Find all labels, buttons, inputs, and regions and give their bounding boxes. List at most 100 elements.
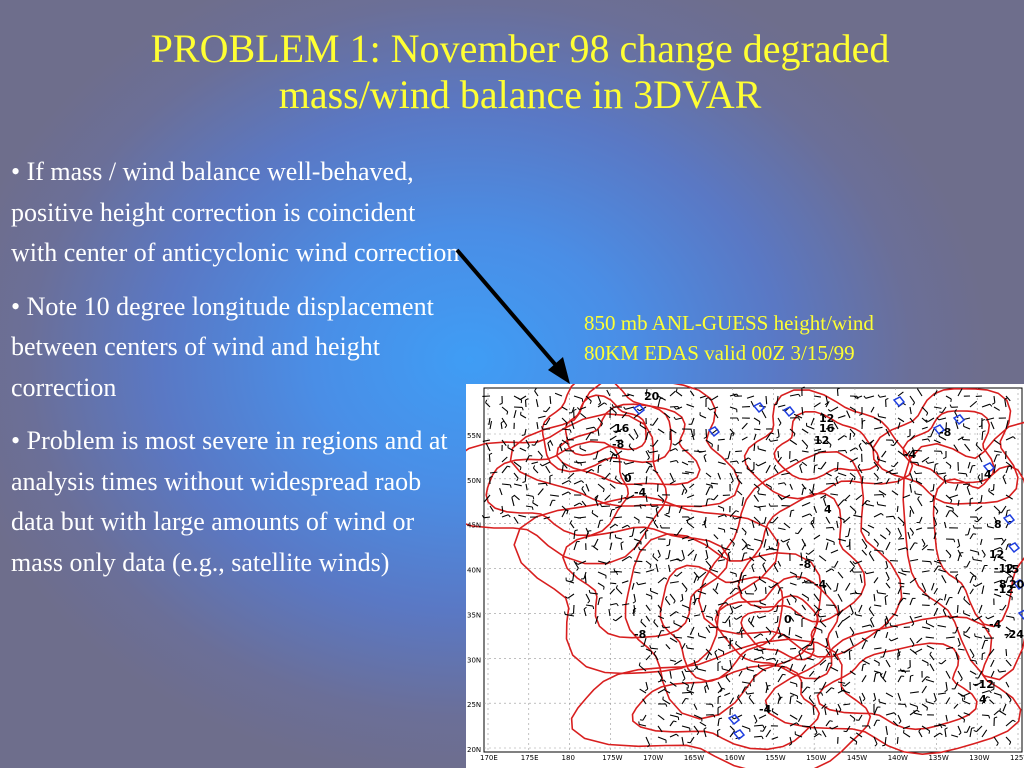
wind-barb bbox=[753, 633, 761, 639]
wind-barb-flag bbox=[933, 524, 937, 527]
wind-barb-flag bbox=[841, 684, 846, 687]
wind-barb-flag bbox=[703, 436, 707, 439]
wind-barb bbox=[801, 604, 807, 611]
wind-barb bbox=[873, 472, 879, 479]
wind-barb-flag bbox=[711, 704, 714, 708]
wind-barb bbox=[855, 395, 863, 399]
wind-barb-flag bbox=[875, 672, 879, 674]
wind-barb-flag bbox=[545, 483, 548, 487]
wind-barb-flag bbox=[507, 514, 511, 518]
wind-barb bbox=[669, 733, 677, 738]
wind-barb bbox=[664, 598, 671, 606]
wind-barb-flag bbox=[754, 588, 758, 592]
observation-marker bbox=[707, 426, 721, 438]
wind-barb bbox=[945, 494, 953, 501]
longitude-label: 150W bbox=[806, 754, 826, 762]
wind-barb-flag bbox=[939, 598, 944, 601]
wind-barb bbox=[691, 431, 695, 441]
wind-barb-flag bbox=[832, 426, 835, 430]
latitude-label: 20N bbox=[467, 746, 481, 754]
wind-barb bbox=[837, 593, 843, 602]
wind-barb bbox=[837, 571, 844, 579]
wind-barb-flag bbox=[615, 455, 618, 459]
wind-barb bbox=[561, 439, 569, 445]
wind-barb bbox=[686, 403, 695, 408]
wind-barb bbox=[687, 636, 695, 639]
contour-label: 12 bbox=[989, 548, 1004, 561]
wind-barb bbox=[931, 582, 935, 591]
wind-barb bbox=[1005, 648, 1008, 657]
wind-barb-flag bbox=[831, 687, 835, 690]
wind-barb bbox=[789, 696, 792, 705]
wind-barb bbox=[728, 619, 731, 628]
wind-barb-flag bbox=[600, 423, 603, 427]
wind-barb-flag bbox=[500, 511, 504, 515]
wind-barb-flag bbox=[1012, 719, 1016, 723]
wind-barb-flag bbox=[632, 601, 636, 604]
wind-barb-flag bbox=[781, 665, 785, 668]
wind-barb bbox=[837, 516, 845, 521]
observation-marker bbox=[1017, 609, 1024, 621]
wind-barb-flag bbox=[639, 422, 642, 426]
wind-barb-flag bbox=[768, 503, 771, 507]
wind-barb-flag bbox=[854, 511, 857, 515]
wind-barb bbox=[933, 532, 937, 540]
wind-barb-flag bbox=[684, 490, 688, 494]
wind-barb bbox=[921, 544, 928, 551]
wind-barb bbox=[893, 461, 899, 468]
wind-barb bbox=[907, 531, 911, 540]
wind-barb bbox=[613, 460, 623, 463]
wind-barb bbox=[808, 488, 815, 496]
wind-barb-flag bbox=[717, 728, 721, 732]
wind-barb bbox=[981, 729, 988, 738]
wind-barb bbox=[801, 450, 809, 453]
wind-barb-flag bbox=[824, 645, 828, 648]
wind-barb-flag bbox=[687, 741, 691, 744]
wind-barb bbox=[585, 483, 590, 492]
wind-barb bbox=[717, 472, 722, 480]
wind-barb-flag bbox=[855, 741, 858, 745]
longitude-label: 155W bbox=[765, 754, 785, 762]
wind-barb bbox=[843, 703, 851, 706]
wind-barb-flag bbox=[639, 505, 642, 509]
wind-barb bbox=[597, 465, 600, 474]
wind-barb-flag bbox=[862, 419, 866, 422]
wind-barb bbox=[584, 574, 587, 584]
wind-barb bbox=[758, 615, 767, 619]
wind-barb bbox=[859, 574, 863, 584]
title-line-2: mass/wind balance in 3DVAR bbox=[278, 72, 762, 117]
wind-barb bbox=[643, 637, 647, 647]
wind-barb-flag bbox=[778, 422, 782, 426]
wind-barb bbox=[513, 494, 520, 501]
wind-barb bbox=[681, 549, 685, 559]
wind-barb-flag bbox=[758, 575, 761, 580]
wind-barb bbox=[873, 538, 879, 545]
wind-barb bbox=[892, 720, 899, 727]
wind-barb-flag bbox=[615, 585, 618, 589]
wind-barb-flag bbox=[762, 562, 766, 566]
wind-barb bbox=[753, 428, 761, 431]
wind-barb bbox=[777, 560, 782, 567]
contour-label: 15 bbox=[1004, 563, 1019, 576]
wind-barb bbox=[837, 604, 840, 614]
wind-barb bbox=[735, 450, 743, 453]
wind-barb bbox=[969, 549, 979, 553]
wind-barb-flag bbox=[611, 404, 614, 408]
wind-barb bbox=[861, 475, 864, 485]
wind-barb-flag bbox=[732, 543, 735, 547]
wind-barb bbox=[485, 402, 491, 408]
wind-barb bbox=[1004, 399, 1007, 408]
wind-barb bbox=[921, 560, 931, 563]
wind-barb-flag bbox=[853, 718, 856, 722]
wind-barb bbox=[981, 403, 991, 408]
wind-barb-flag bbox=[693, 667, 697, 671]
wind-barb bbox=[841, 689, 851, 694]
wind-barb bbox=[993, 579, 1003, 584]
wind-barb bbox=[699, 395, 707, 399]
wind-barb bbox=[801, 686, 808, 694]
wind-barb bbox=[861, 659, 870, 665]
wind-barb bbox=[1005, 466, 1009, 474]
wind-barb bbox=[649, 450, 659, 454]
wind-barb bbox=[621, 555, 630, 562]
wind-barb bbox=[837, 609, 844, 617]
